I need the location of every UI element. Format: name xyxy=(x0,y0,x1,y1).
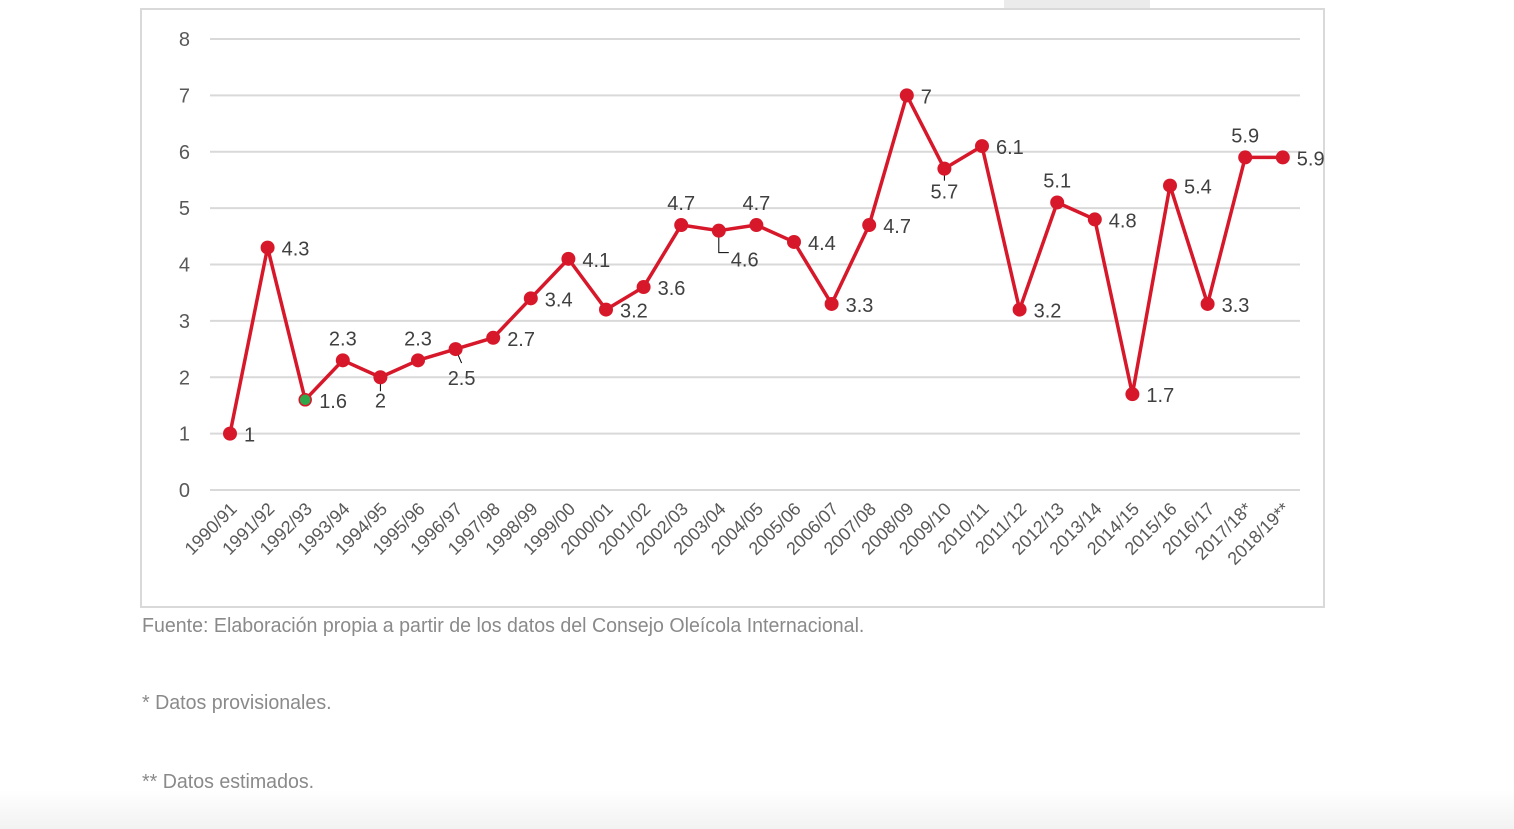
data-label: 6.1 xyxy=(996,137,1024,159)
estimated-note: ** Datos estimados. xyxy=(142,771,315,793)
data-label: 4.8 xyxy=(1109,210,1137,232)
data-label: 7 xyxy=(921,86,932,108)
data-point-highlight xyxy=(298,393,312,407)
y-tick-label: 0 xyxy=(179,480,190,502)
y-tick-label: 6 xyxy=(179,142,190,164)
data-label: 3.3 xyxy=(1222,295,1250,317)
data-point xyxy=(486,330,501,345)
data-point xyxy=(824,296,839,311)
data-point xyxy=(1125,387,1140,402)
data-label: 2 xyxy=(375,390,386,412)
data-point xyxy=(523,291,538,306)
data-point xyxy=(1050,195,1065,210)
data-label: 5.4 xyxy=(1184,177,1212,199)
data-point xyxy=(1012,302,1027,317)
y-tick-label: 5 xyxy=(179,198,190,220)
data-point xyxy=(373,370,388,385)
data-point xyxy=(787,234,801,249)
data-label: 2.3 xyxy=(404,328,432,350)
y-tick-label: 8 xyxy=(179,29,190,51)
data-label: 1.6 xyxy=(319,391,347,413)
data-label: 3.2 xyxy=(1034,301,1062,323)
data-point xyxy=(674,218,689,233)
data-point xyxy=(335,353,350,368)
data-point xyxy=(260,240,275,255)
top-tab-strip xyxy=(1004,0,1150,8)
x-axis-ticks: 1990/911991/921992/931993/941994/951995/… xyxy=(181,499,1294,569)
data-label: 2.7 xyxy=(507,329,535,351)
data-label: 4.4 xyxy=(808,233,836,255)
data-label: 4.3 xyxy=(282,239,310,261)
data-point xyxy=(937,161,952,176)
data-point xyxy=(1200,296,1215,311)
y-tick-label: 2 xyxy=(179,367,190,389)
data-label: 3.3 xyxy=(846,295,874,317)
data-point xyxy=(561,251,576,266)
grid-layer xyxy=(210,38,1300,491)
data-point xyxy=(1238,150,1253,165)
y-tick-label: 7 xyxy=(179,85,190,107)
data-label: 4.7 xyxy=(883,216,911,238)
data-point xyxy=(411,353,425,368)
data-label: 3.6 xyxy=(658,278,686,300)
data-label: 2.3 xyxy=(329,328,357,350)
data-point xyxy=(1087,212,1102,227)
data-label: 2.5 xyxy=(448,368,476,390)
data-point xyxy=(1275,150,1290,165)
data-label: 5.9 xyxy=(1231,125,1259,147)
data-label: 4.7 xyxy=(742,193,770,215)
data-point xyxy=(1163,178,1177,193)
data-point xyxy=(899,88,914,103)
data-label: 3.2 xyxy=(620,301,648,323)
data-point xyxy=(636,280,651,295)
data-label: 4.1 xyxy=(582,250,610,272)
data-label: 3.4 xyxy=(545,289,573,311)
data-point xyxy=(862,218,877,233)
data-points xyxy=(223,88,1290,441)
data-label: 4.6 xyxy=(731,250,759,272)
data-point xyxy=(223,426,237,441)
data-label: 1 xyxy=(244,425,255,447)
y-tick-label: 3 xyxy=(179,311,190,333)
data-label: 5.9 xyxy=(1297,148,1325,170)
line-chart: 0 1 2 3 4 5 6 7 8 1990/911991/921992/931993/9419… xyxy=(179,29,1325,569)
y-tick-label: 4 xyxy=(179,255,190,277)
data-point xyxy=(448,342,463,357)
data-point xyxy=(749,218,764,233)
y-axis-ticks: 0 1 2 3 4 5 6 7 8 xyxy=(179,29,190,502)
data-label: 5.7 xyxy=(930,182,958,204)
data-label: 1.7 xyxy=(1146,385,1174,407)
chart-frame: 0 1 2 3 4 5 6 7 8 1990/91 1991/92 1992/93 1993/94 19… xyxy=(140,8,1325,608)
data-labels: 1 4.3 1.6 2.3 2 2.3 2.5 2.7 3.4 4.1 3.2 3.6 4.7 4.6 4.… xyxy=(244,86,1325,446)
leader-line xyxy=(718,230,729,254)
data-point xyxy=(711,223,726,238)
data-point xyxy=(599,302,613,317)
data-label: 4.7 xyxy=(667,193,695,215)
y-tick-label: 1 xyxy=(179,424,190,446)
provisional-note: * Datos provisionales. xyxy=(142,692,332,714)
source-note: Fuente: Elaboración propia a partir de l… xyxy=(142,615,865,637)
data-label: 5.1 xyxy=(1043,170,1071,192)
data-point xyxy=(975,139,989,154)
